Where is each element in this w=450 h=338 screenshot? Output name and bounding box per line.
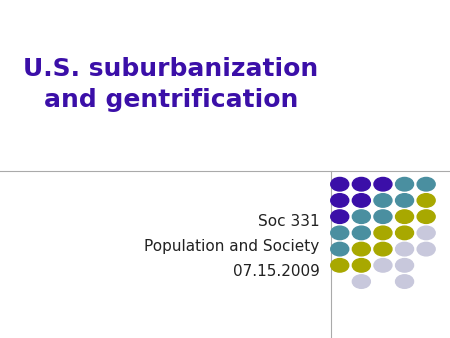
Circle shape bbox=[396, 210, 414, 223]
Circle shape bbox=[331, 242, 349, 256]
Circle shape bbox=[417, 210, 435, 223]
Text: U.S. suburbanization
and gentrification: U.S. suburbanization and gentrification bbox=[23, 57, 319, 112]
Circle shape bbox=[352, 275, 370, 288]
Circle shape bbox=[374, 259, 392, 272]
Circle shape bbox=[417, 226, 435, 240]
Circle shape bbox=[374, 194, 392, 207]
Circle shape bbox=[374, 210, 392, 223]
Circle shape bbox=[352, 226, 370, 240]
Circle shape bbox=[352, 177, 370, 191]
Circle shape bbox=[396, 259, 414, 272]
Circle shape bbox=[331, 177, 349, 191]
Circle shape bbox=[331, 210, 349, 223]
Circle shape bbox=[331, 259, 349, 272]
Circle shape bbox=[417, 177, 435, 191]
Circle shape bbox=[352, 242, 370, 256]
Circle shape bbox=[374, 177, 392, 191]
Circle shape bbox=[374, 242, 392, 256]
Circle shape bbox=[352, 194, 370, 207]
Circle shape bbox=[331, 194, 349, 207]
Circle shape bbox=[331, 226, 349, 240]
Circle shape bbox=[374, 226, 392, 240]
Circle shape bbox=[417, 194, 435, 207]
Circle shape bbox=[396, 275, 414, 288]
Circle shape bbox=[417, 242, 435, 256]
Circle shape bbox=[396, 194, 414, 207]
Circle shape bbox=[396, 177, 414, 191]
Text: Soc 331
Population and Society
07.15.2009: Soc 331 Population and Society 07.15.200… bbox=[144, 214, 320, 280]
Circle shape bbox=[396, 242, 414, 256]
Circle shape bbox=[352, 259, 370, 272]
Circle shape bbox=[352, 210, 370, 223]
Circle shape bbox=[396, 226, 414, 240]
